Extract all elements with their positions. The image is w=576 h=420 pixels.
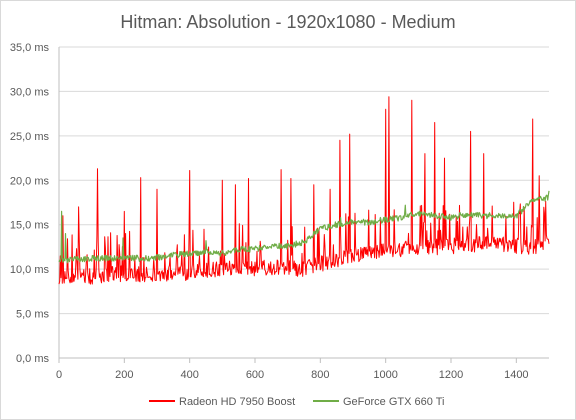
x-tick-label: 0 [56,369,62,381]
plot-area [58,96,550,285]
legend-label: GeForce GTX 660 Ti [343,396,444,408]
series-line-geforce [58,190,550,264]
series-line-radeon [58,96,550,285]
axes: 0,0 ms 5,0 ms 10,0 ms 15,0 ms 20,0 ms 25,0 ms… [10,42,549,381]
chart-title: Hitman: Absolution - 1920x1080 - Medium [120,12,455,32]
x-tick-label: 400 [180,369,198,381]
x-tick-label: 1200 [439,369,463,381]
y-tick-label: 35,0 ms [10,42,50,54]
x-tick-label: 800 [311,369,329,381]
y-tick-label: 25,0 ms [10,131,50,143]
y-tick-label: 20,0 ms [10,175,50,187]
legend: Radeon HD 7950 Boost GeForce GTX 660 Ti [149,396,444,408]
legend-label: Radeon HD 7950 Boost [179,396,295,408]
x-tick-label: 600 [246,369,264,381]
x-tick-label: 1000 [373,369,397,381]
y-tick-label: 0,0 ms [16,353,50,365]
gridlines [59,46,549,359]
legend-item: GeForce GTX 660 Ti [313,396,444,408]
x-tick-label: 1400 [504,369,528,381]
y-tick-label: 5,0 ms [16,309,50,321]
y-tick-label: 15,0 ms [10,220,50,232]
legend-item: Radeon HD 7950 Boost [149,396,295,408]
x-tick-label: 200 [115,369,133,381]
y-tick-label: 10,0 ms [10,264,50,276]
y-tick-label: 30,0 ms [10,86,50,98]
